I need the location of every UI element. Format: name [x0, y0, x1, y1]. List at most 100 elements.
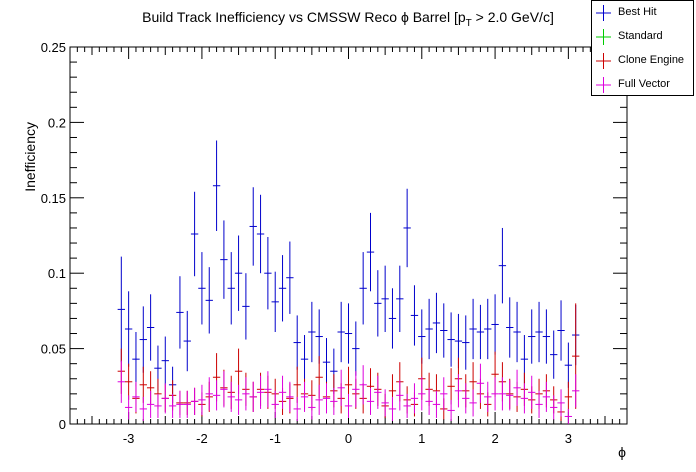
data-point	[139, 396, 147, 421]
data-point	[183, 390, 191, 418]
data-point	[278, 255, 287, 322]
data-point	[564, 381, 573, 412]
data-point	[322, 338, 331, 387]
x-tick-label: -2	[196, 431, 208, 446]
data-point	[506, 380, 514, 411]
axis-ticks	[69, 46, 628, 425]
x-tick-label: -3	[123, 431, 135, 446]
data-point	[528, 309, 536, 364]
data-point	[278, 375, 287, 409]
data-point	[293, 315, 301, 370]
y-axis-label: Inefficiency	[22, 122, 38, 192]
data-point	[315, 309, 323, 364]
data-point	[132, 381, 140, 412]
data-point	[286, 241, 294, 314]
data-point	[220, 220, 228, 299]
data-point	[440, 377, 448, 411]
data-point	[425, 298, 433, 360]
data-point	[315, 384, 323, 415]
data-point	[234, 384, 243, 415]
data-point	[198, 252, 206, 325]
data-point	[484, 381, 492, 412]
data-point	[564, 408, 573, 424]
data-point	[572, 374, 580, 408]
data-point	[498, 377, 507, 411]
series-full-vector	[117, 360, 580, 424]
data-point	[476, 363, 485, 403]
data-point	[388, 288, 397, 349]
data-point	[300, 335, 309, 384]
data-point	[212, 140, 221, 231]
data-point	[564, 342, 573, 388]
data-point	[491, 377, 499, 411]
chart-title-rest: > 2.0 GeV/c]	[472, 9, 554, 25]
chart-title-main: Build Track Inefficiency vs CMSSW Reco ϕ…	[142, 9, 466, 25]
x-tick-label: 2	[491, 431, 498, 446]
legend-item-full-vector: Full Vector	[592, 74, 693, 96]
data-point	[183, 310, 191, 372]
legend-item-best-hit: Best Hit	[592, 2, 693, 24]
data-point	[139, 306, 147, 373]
data-point	[550, 395, 558, 420]
data-point	[161, 336, 169, 385]
data-point	[396, 265, 404, 333]
data-point	[220, 371, 228, 408]
data-point	[418, 377, 426, 411]
legend-label-full-vector: Full Vector	[618, 78, 670, 90]
data-point	[227, 252, 235, 325]
data-point	[410, 383, 419, 414]
data-point	[506, 297, 514, 358]
data-point	[491, 294, 499, 355]
data-point	[542, 309, 551, 364]
data-point	[535, 301, 543, 363]
data-point	[513, 369, 521, 406]
data-point	[520, 383, 529, 414]
data-point	[359, 365, 367, 405]
data-point	[410, 285, 419, 346]
chart-title: Build Track Inefficiency vs CMSSW Reco ϕ…	[142, 9, 554, 29]
y-tick-label: 0.2	[48, 115, 66, 130]
legend-marker-best-hit	[596, 5, 611, 21]
legend-label-best-hit: Best Hit	[618, 6, 657, 18]
data-point	[366, 387, 375, 415]
data-point	[168, 393, 177, 418]
data-point	[308, 301, 316, 363]
data-point	[249, 381, 257, 412]
data-point	[440, 303, 448, 358]
data-point	[403, 188, 411, 268]
data-point	[484, 298, 492, 360]
legend-label-clone-engine: Clone Engine	[618, 54, 685, 66]
data-point	[396, 380, 404, 411]
data-point	[557, 389, 565, 417]
data-point	[462, 315, 470, 370]
y-tick-label: 0.05	[41, 342, 66, 357]
legend-item-clone-engine: Clone Engine	[592, 50, 693, 72]
data-point	[161, 383, 169, 414]
data-point	[286, 381, 294, 412]
legend-label-standard: Standard	[618, 30, 663, 42]
data-point	[344, 303, 353, 364]
data-point	[293, 396, 301, 421]
series-best-hit	[117, 140, 580, 403]
data-point	[462, 383, 470, 414]
y-tick-label: 0.15	[41, 191, 66, 206]
data-point	[146, 294, 155, 361]
data-point	[542, 381, 551, 412]
legend: Best Hit Standard Clone Engine Full Vect…	[591, 0, 694, 96]
data-point	[205, 267, 213, 334]
data-point	[154, 393, 162, 418]
data-point	[557, 300, 565, 361]
legend-marker-standard	[596, 29, 611, 45]
x-tick-label: -1	[269, 431, 281, 446]
data-point	[124, 363, 133, 400]
data-point	[366, 212, 375, 292]
data-point	[271, 390, 279, 418]
data-point	[198, 384, 206, 415]
data-point	[344, 393, 353, 418]
data-point	[330, 387, 338, 415]
data-point	[300, 381, 309, 412]
data-point	[256, 375, 265, 409]
y-tick-labels: 0 0.05 0.1 0.15 0.2 0.25	[41, 40, 66, 432]
data-point	[176, 276, 184, 349]
